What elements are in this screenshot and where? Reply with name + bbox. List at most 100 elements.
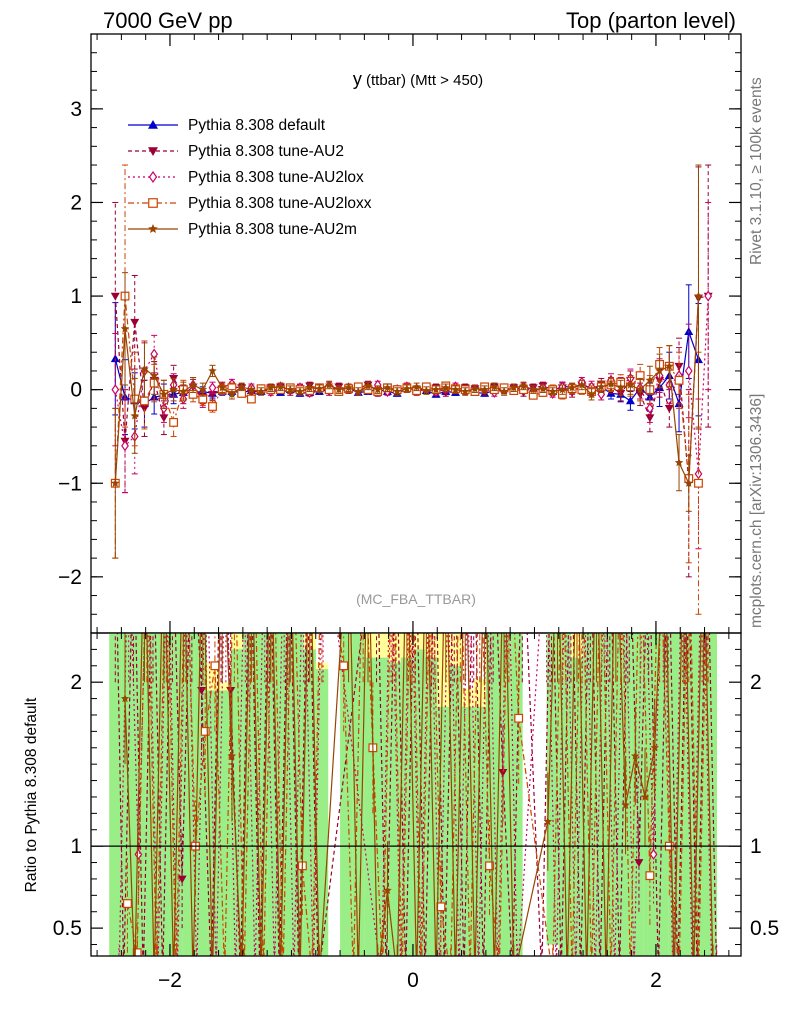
main-data-point: [285, 385, 295, 394]
main-data-point: [111, 384, 120, 396]
main-data-point: [169, 417, 179, 427]
ratio-y-tick-label-left: 0.5: [53, 917, 82, 940]
header-right-title: Top (parton level): [566, 8, 736, 33]
ratio-axis-ticks: [91, 633, 741, 956]
ratio-data-point: [210, 661, 220, 671]
ratio-data-point: [383, 885, 392, 895]
ratio-data-point: [631, 751, 640, 760]
legend-marker: [148, 198, 158, 208]
main-series-2: [111, 201, 713, 550]
legend-marker: [148, 120, 158, 129]
main-data-point: [684, 478, 694, 487]
main-data-point: [548, 387, 557, 396]
ratio-data-point: [543, 817, 553, 826]
ratio-band-inner: [680, 633, 693, 956]
legend-label: Pythia 8.308 tune-AU2loxx: [188, 195, 372, 212]
ratio-series-line: [124, 633, 714, 956]
main-data-point: [139, 405, 149, 413]
main-data-point: [266, 383, 276, 392]
main-data-point: [198, 385, 208, 394]
main-data-point: [645, 402, 654, 414]
main-series-0: [110, 284, 703, 436]
ratio-data-point: [226, 687, 236, 695]
ratio-y-tick-label-right: 0.5: [750, 917, 779, 940]
main-data-point: [499, 387, 509, 396]
main-data-point: [490, 382, 499, 391]
main-data-point: [606, 379, 616, 388]
legend-entry: Pythia 8.308 tune-AU2: [128, 143, 344, 160]
ratio-band-inner: [109, 633, 122, 956]
main-data-point: [295, 387, 305, 396]
main-y-tick-label: 1: [70, 285, 82, 308]
ratio-data-point: [123, 899, 132, 908]
main-data-point: [246, 394, 256, 404]
main-data-point: [227, 389, 237, 398]
ratio-data-point: [649, 848, 658, 860]
main-data-point: [480, 385, 489, 394]
main-data-point: [159, 389, 169, 398]
main-y-tick-label: −1: [58, 472, 82, 495]
ratio-y-tick-label-left: 1: [70, 835, 82, 858]
main-data-point: [460, 387, 470, 396]
main-data-point: [597, 382, 606, 391]
main-series-4: [111, 164, 703, 559]
main-data-point: [625, 396, 635, 405]
mcplots-label: mcplots.cern.ch [arXiv:1306.3436]: [748, 394, 765, 628]
legend-entry: Pythia 8.308 tune-AU2lox: [128, 169, 364, 186]
ratio-band-inner: [267, 633, 280, 956]
main-data-point: [655, 366, 664, 375]
ratio-y-tick-label-right: 2: [750, 671, 762, 694]
main-data-point: [130, 318, 140, 327]
ratio-data-point: [640, 792, 650, 801]
main-data-point: [509, 383, 519, 392]
ratio-band-inner: [388, 662, 402, 956]
main-data-point: [451, 385, 460, 394]
main-data-point: [645, 375, 655, 384]
main-y-tick-label: 2: [70, 191, 82, 214]
ratio-data-point: [227, 751, 237, 760]
main-data-point: [208, 382, 217, 394]
ratio-data-point: [120, 694, 130, 703]
main-data-point: [412, 382, 421, 391]
main-data-point: [334, 385, 344, 394]
ratio-panel: 0.5 0.5 1 1 2 2 −2 0 2: [53, 632, 779, 992]
main-data-point: [110, 292, 120, 301]
ratio-band-inner: [546, 633, 560, 945]
main-data-point: [121, 440, 129, 452]
main-data-point: [635, 385, 645, 394]
main-y-tick-labels: −2 −1 0 1 2 3: [58, 98, 82, 589]
main-data-point: [120, 324, 130, 333]
main-data-point: [694, 291, 703, 300]
main-data-point: [577, 380, 587, 389]
ratio-band-inner: [376, 657, 389, 956]
main-data-point: [674, 375, 684, 385]
main-data-point: [402, 384, 412, 393]
main-data-point: [179, 387, 188, 396]
main-data-point: [256, 387, 266, 396]
main-data-point: [422, 386, 431, 395]
ratio-data-point: [436, 902, 446, 912]
ratio-data-point: [634, 859, 644, 868]
rivet-label: Rivet 3.1.10, ≥ 100k events: [748, 77, 765, 265]
ratio-data-point: [200, 726, 210, 736]
legend-marker: [148, 170, 158, 184]
ratio-y-tick-label-right: 1: [750, 835, 762, 858]
main-data-point: [324, 380, 334, 389]
main-data-point: [470, 384, 480, 393]
main-data-point: [665, 361, 674, 370]
main-data-point: [169, 385, 178, 394]
ratio-y-tick-label-left: 2: [70, 671, 82, 694]
main-data-point: [237, 382, 246, 391]
analysis-id-label: (MC_FBA_TTBAR): [356, 591, 476, 607]
main-data-point: [626, 380, 635, 389]
legend-label: Pythia 8.308 tune-AU2m: [188, 221, 357, 238]
ratio-data-point: [514, 713, 524, 723]
main-data-point: [373, 385, 383, 394]
ratio-band-inner: [218, 690, 232, 956]
legend-marker: [148, 147, 158, 156]
ratio-series-3: [120, 633, 714, 956]
main-data-point: [441, 383, 451, 392]
main-data-point: [538, 384, 548, 393]
ratio-band-inner: [340, 633, 353, 956]
main-data-point: [674, 458, 684, 467]
